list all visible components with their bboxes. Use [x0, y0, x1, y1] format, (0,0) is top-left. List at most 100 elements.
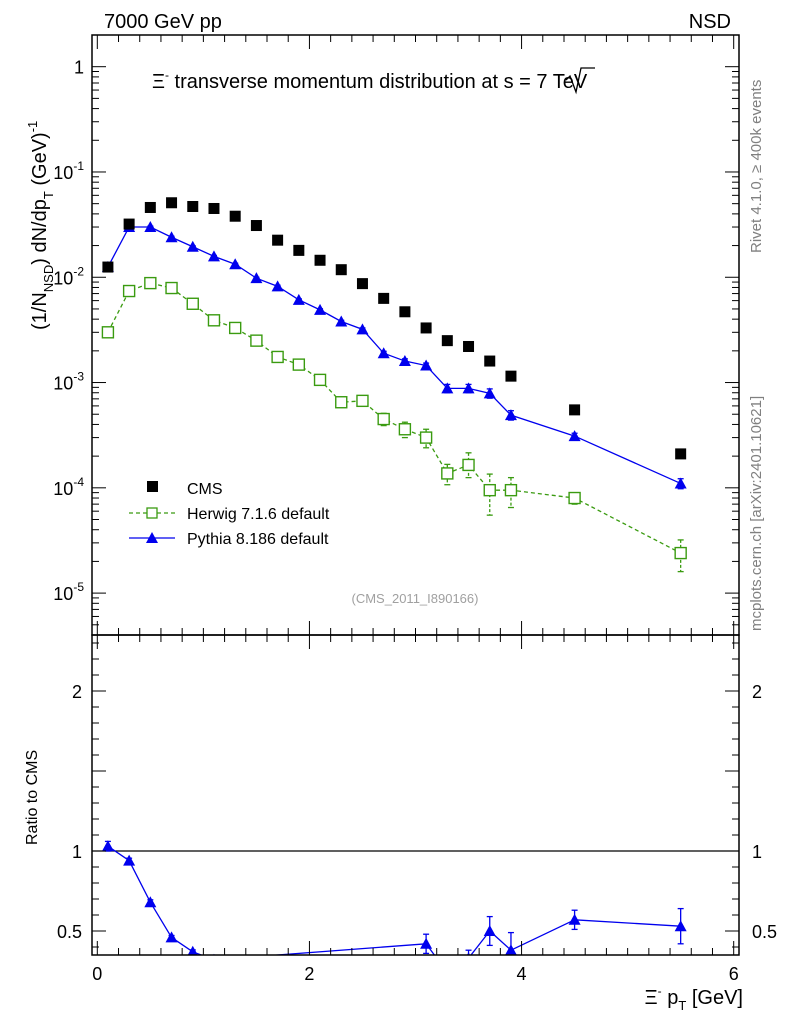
ratio-y-tick-label-left: 1	[72, 842, 82, 862]
herwig-point	[504, 483, 518, 497]
pythia-point	[504, 409, 517, 421]
ratio-point	[165, 931, 178, 943]
ratio-point	[568, 913, 581, 925]
main-y-tick-label: 10-5	[53, 580, 84, 604]
cms-point	[378, 292, 390, 304]
main-y-tick-label: 10-2	[53, 264, 84, 288]
herwig-point	[250, 334, 263, 347]
ratio-series-segment	[447, 958, 468, 972]
mcplots-label: mcplots.cern.ch [arXiv:2401.10621]	[748, 396, 765, 631]
pythia-point	[165, 231, 178, 243]
main-y-tick-label: 10-4	[53, 475, 84, 499]
pythia-point	[377, 347, 390, 359]
ratio-y-axis-label: Ratio to CMS	[24, 750, 41, 845]
ratio-x-tick-label: 6	[729, 964, 739, 984]
pythia-point	[356, 323, 369, 335]
legend-marker-pythia	[146, 532, 158, 543]
cms-point	[505, 370, 517, 382]
ratio-point	[144, 896, 157, 908]
ratio-panel: 0.5 0.5 1 1 2 2 0 2 4 6 Ratio to CMS Ξ- pT [GeV]	[24, 634, 777, 1013]
ratio-y-tick-label-left: 2	[72, 682, 82, 702]
pythia-point	[420, 359, 433, 371]
pythia-point	[144, 221, 157, 233]
pythia-point	[335, 315, 348, 327]
ratio-point	[441, 967, 453, 978]
ratio-point	[187, 945, 198, 955]
cms-point	[420, 322, 432, 334]
ratio-x-axis: 0 2 4 6	[92, 635, 739, 984]
main-y-axis: 1 10-1 10-2 10-3 10-4 10-5	[53, 34, 739, 636]
herwig-point	[271, 350, 284, 364]
herwig-point	[398, 423, 412, 436]
ratio-point	[420, 937, 433, 949]
herwig-point	[122, 284, 136, 298]
pythia-point	[483, 387, 496, 399]
main-x-axis	[96, 35, 735, 635]
cms-point	[356, 278, 368, 290]
main-y-tick-label: 1	[74, 58, 84, 78]
cms-point	[208, 202, 220, 214]
ratio-series-segment	[149, 901, 173, 938]
ratio-y-tick-label-right: 2	[752, 682, 762, 702]
cms-point	[187, 200, 199, 212]
ratio-point	[483, 925, 496, 936]
herwig-point	[228, 321, 242, 335]
ratio-point	[674, 920, 687, 932]
process-label: NSD	[689, 11, 731, 33]
ratio-y-tick-label-right: 0.5	[752, 922, 777, 942]
cms-point	[484, 355, 496, 367]
herwig-point	[101, 326, 115, 339]
ratio-y-tick-label-left: 0.5	[57, 922, 82, 942]
herwig-point	[313, 373, 327, 387]
herwig-point	[441, 467, 454, 480]
legend-label-pythia: Pythia 8.186 default	[187, 531, 329, 548]
cms-point	[399, 306, 411, 318]
herwig-point	[144, 276, 157, 290]
rivet-label: Rivet 4.1.0, ≥ 400k events	[748, 80, 765, 253]
legend-label-cms: CMS	[187, 481, 223, 498]
pythia-point	[462, 382, 475, 394]
ratio-series-segment	[510, 919, 575, 951]
cms-point	[250, 220, 262, 232]
cms-point	[463, 340, 475, 352]
ratio-point	[505, 944, 517, 955]
herwig-point	[462, 458, 475, 472]
herwig-point	[419, 431, 433, 444]
herwig-point	[356, 394, 369, 408]
legend-marker-herwig	[146, 507, 158, 519]
ratio-series-segment	[268, 943, 427, 955]
herwig-point	[674, 546, 687, 560]
sqrt-symbol	[565, 67, 595, 95]
pythia-point	[271, 280, 284, 292]
legend: CMS Herwig 7.1.6 default Pythia 8.186 de…	[129, 481, 330, 548]
cms-point	[675, 448, 687, 460]
main-y-tick-label: 10-1	[53, 159, 84, 183]
herwig-point	[186, 297, 199, 310]
ratio-series-segment	[574, 919, 681, 927]
pythia-point	[398, 355, 411, 367]
legend-label-herwig: Herwig 7.1.6 default	[187, 506, 330, 523]
pythia-point	[292, 293, 305, 305]
cms-point	[123, 218, 135, 230]
herwig-series-line	[107, 282, 681, 554]
main-panel: 1 10-1 10-2 10-3 10-4 10-5 Ξ- transverse mome…	[25, 34, 740, 636]
cms-point	[102, 261, 114, 273]
ratio-y-axis: 0.5 0.5 1 1 2 2	[57, 642, 777, 948]
herwig-point	[292, 358, 306, 371]
cms-point	[272, 234, 284, 246]
ratio-plot-frame	[91, 634, 740, 956]
ratio-x-tick-label: 2	[304, 964, 314, 984]
energy-label: 7000 GeV pp	[104, 11, 222, 33]
pythia-series-line	[107, 226, 681, 485]
herwig-point	[377, 412, 390, 426]
cms-point	[293, 244, 305, 256]
pythia-point	[314, 303, 327, 315]
plot-title: Ξ- transverse momentum distribution at s…	[152, 68, 588, 93]
pythia-point	[568, 430, 581, 442]
ratio-point	[123, 854, 136, 866]
ratio-series-segment	[128, 860, 151, 903]
ratio-x-tick-label: 0	[92, 964, 102, 984]
ratio-point	[101, 840, 114, 852]
cms-point	[569, 404, 581, 416]
